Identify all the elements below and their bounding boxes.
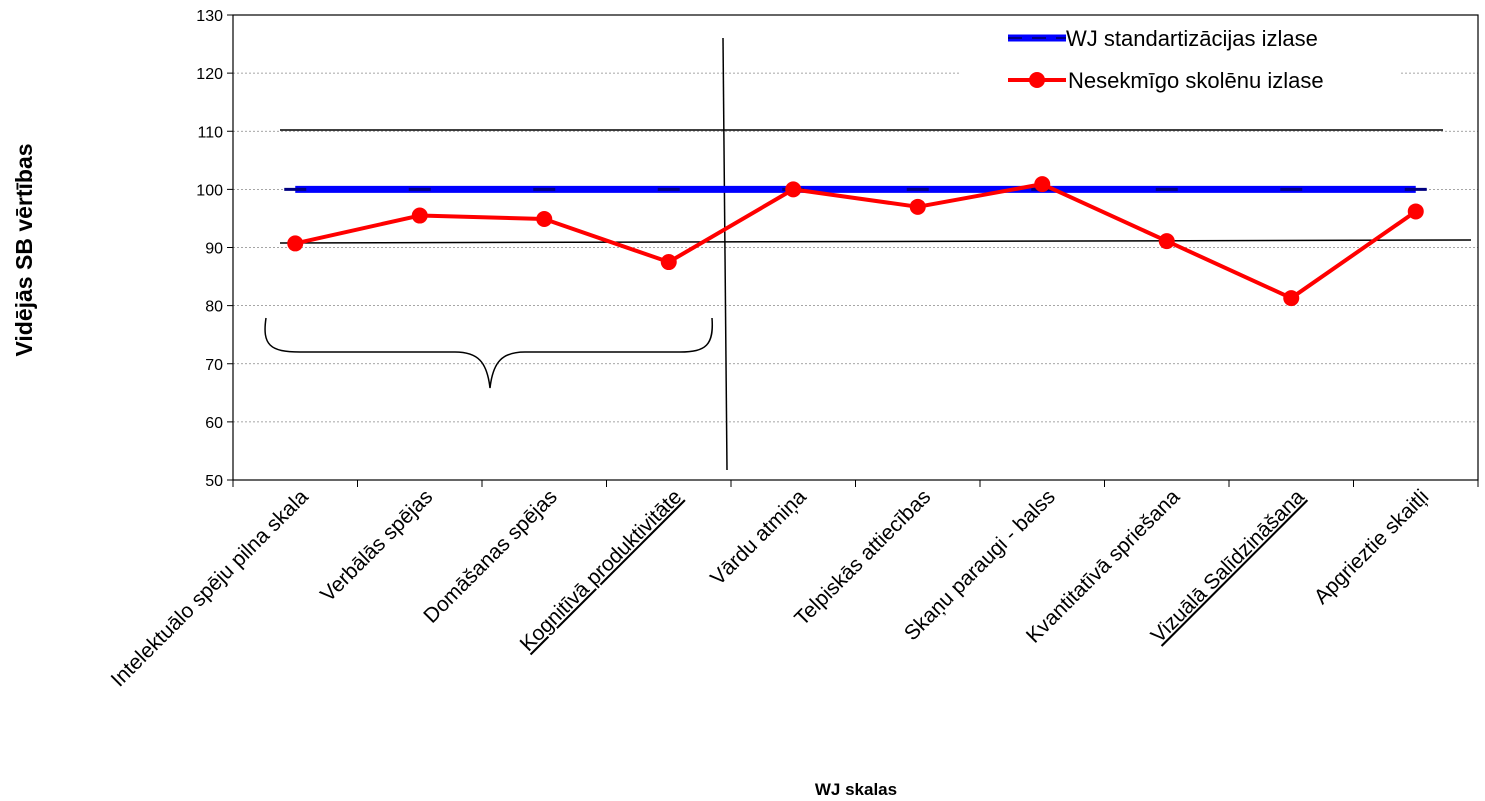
series-point-students	[785, 181, 802, 198]
series-point-students	[1034, 176, 1051, 193]
legend-marker-students	[1029, 72, 1045, 88]
x-tick-label: Verbālās spējas	[316, 485, 437, 606]
series-line-students	[294, 182, 1417, 301]
vertical-divider	[722, 37, 728, 471]
x-tick-label: Vārdu atmiņa	[706, 485, 811, 590]
y-axis-title: Vidējās SB vērtības	[11, 143, 37, 356]
legend-label-standard: WJ standartizācijas izlase	[1066, 26, 1318, 51]
series-point-students	[1407, 203, 1424, 220]
series-point-students	[411, 207, 428, 224]
series-point-students	[287, 235, 304, 252]
group-brace	[264, 317, 714, 389]
x-axis: Intelektuālo spēju pilna skala Verbālās s…	[107, 480, 1479, 691]
y-tick-label: 110	[197, 124, 223, 141]
y-tick-label: 90	[205, 241, 223, 258]
y-tick-label: 80	[205, 299, 223, 316]
y-tick-label: 70	[205, 357, 223, 374]
series-point-students	[1158, 233, 1175, 250]
x-tick-label: Apgrieztie skaitļi	[1310, 485, 1434, 609]
series-point-students	[1283, 290, 1300, 307]
series-point-students	[660, 254, 677, 271]
lower-reference-line	[279, 239, 1472, 244]
annotations	[264, 37, 1472, 471]
x-tick-label: Telpiskās attiecības	[790, 485, 935, 630]
y-tick-label: 130	[196, 8, 223, 25]
y-axis: 50 60 70 80 90 100 110 120 130	[196, 8, 233, 490]
grid	[233, 72, 1478, 423]
x-axis-title: WJ skalas	[815, 780, 897, 799]
y-tick-label: 100	[196, 182, 223, 199]
x-tick-label: Intelektuālo spēju pilna skala	[107, 485, 313, 691]
series	[284, 176, 1427, 307]
x-tick-label: Domāšanas spējas	[419, 485, 562, 628]
y-tick-label: 50	[205, 473, 223, 490]
y-tick-label: 60	[205, 415, 223, 432]
y-tick-label: 120	[196, 66, 223, 83]
legend: WJ standartizācijas izlase Nesekmīgo sko…	[960, 18, 1400, 100]
series-point-students	[909, 198, 926, 215]
series-point-students	[536, 211, 553, 228]
legend-label-students: Nesekmīgo skolēnu izlase	[1068, 68, 1324, 93]
